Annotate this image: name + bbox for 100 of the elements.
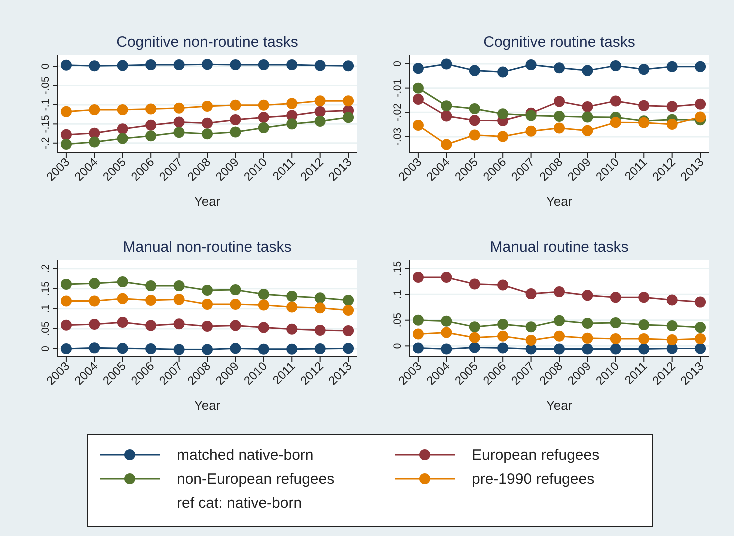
point [638,292,650,304]
x-axis-title: Year [546,398,574,413]
point [469,115,480,126]
point [469,342,480,354]
point [60,106,72,118]
point [146,130,157,142]
point [314,116,326,127]
point [412,82,424,94]
point [343,112,354,124]
legend-label: matched native-born [177,447,314,464]
point [554,344,565,355]
x-axis-title: Year [194,398,222,413]
point [314,343,326,354]
point [117,133,128,144]
point [60,60,72,71]
point [230,126,242,138]
point [202,128,213,140]
point [286,118,298,130]
y-tick-label: 0 [392,343,404,350]
point [286,324,298,335]
point [610,344,622,355]
point [666,101,678,112]
point [286,290,298,302]
point [146,343,157,354]
point [610,333,622,344]
point [89,278,100,290]
point [582,344,594,355]
point [582,125,594,136]
point [412,328,424,340]
point [343,343,354,354]
point [89,342,100,354]
point [146,280,157,292]
text: ref cat: native-born [177,495,302,512]
point [117,343,128,354]
point [610,292,622,304]
point [258,100,270,111]
y-tick-label: -.02 [392,103,404,122]
point [441,272,452,284]
point [441,110,452,122]
chart-title: Cognitive non-routine tasks [116,34,298,51]
point [554,315,565,326]
point [230,343,242,354]
y-tick-label: -.2 [40,137,52,150]
point [343,96,354,107]
point [526,322,537,333]
point [469,130,480,141]
y-tick-label: 0 [392,60,404,67]
point [638,333,650,344]
point [554,330,565,342]
y-tick-label: .1 [40,304,52,314]
y-tick-label: .2 [40,264,52,274]
point [258,288,270,300]
point [286,98,298,110]
point [695,61,706,72]
point [314,292,326,304]
point [526,126,537,137]
point [441,58,452,70]
point [89,296,100,307]
y-tick-label: -.1 [40,98,52,112]
point [441,327,452,338]
point [202,321,213,332]
point [343,294,354,306]
point [610,96,622,107]
point [202,344,213,356]
point [286,59,298,70]
legend-label: European refugees [472,447,600,464]
point [89,104,100,116]
point [526,288,537,300]
point [638,64,650,76]
y-tick-label: 0 [40,346,52,352]
point [258,344,270,355]
point [526,110,537,122]
point [202,284,213,296]
point [498,131,509,142]
point [89,319,100,330]
point [469,65,480,76]
point [174,116,185,128]
point [174,280,185,292]
point [610,117,622,128]
point [469,103,480,114]
point [174,127,185,138]
point [526,59,537,70]
point [412,63,424,74]
y-tick-label: .15 [392,261,404,276]
point [89,128,100,139]
point [202,298,213,310]
point [230,298,242,310]
point [117,60,128,72]
point [314,60,326,72]
point [666,294,678,306]
point [582,290,594,302]
point [60,343,72,354]
point [638,320,650,331]
point [469,278,480,290]
point [89,60,100,72]
point [469,322,480,333]
point [554,62,565,74]
point [441,139,452,150]
point [695,296,706,308]
point [146,294,157,306]
